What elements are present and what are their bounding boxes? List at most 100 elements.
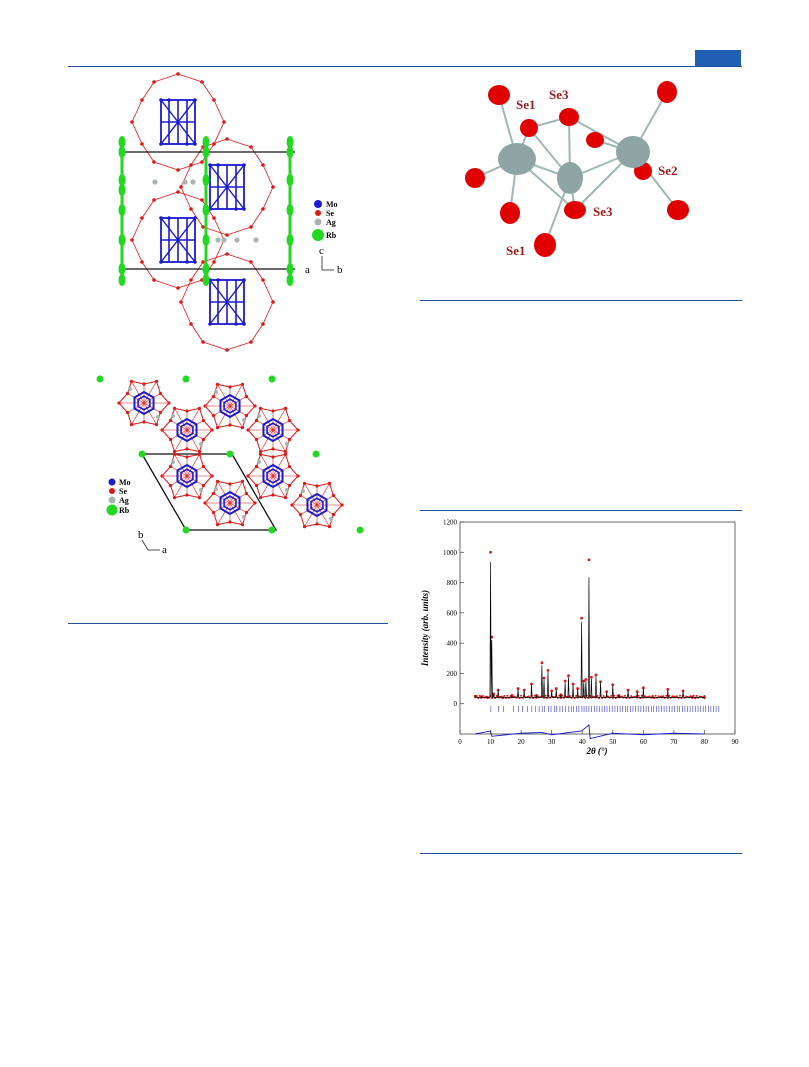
observed-point [527,695,530,698]
observed-peak-point [651,695,654,699]
ag-atom [234,237,240,243]
observed-point [634,695,637,698]
rb-atom [118,174,126,186]
se-atom [176,72,180,76]
se-atom [296,428,300,432]
caption-rule-right-2 [420,510,742,511]
se-atom [271,409,275,413]
se-atom [142,420,146,424]
se-atom [331,512,336,517]
hexagonal-clusters [117,379,344,529]
ag-atom [242,418,246,422]
se-atom [168,418,173,423]
se-atom [488,85,510,105]
observed-peak-point [530,682,533,686]
y-axis-label: Intensity (arb. units) [420,590,430,667]
se-atom [130,120,134,124]
rb-atom [118,204,126,216]
rb-atom [286,234,294,246]
mo-atom [167,216,171,220]
observed-peak-point [672,695,676,699]
observed-point [637,694,640,697]
se-atom [160,474,164,478]
ag-atom [221,237,227,243]
se-atom [261,322,265,326]
se-atom [168,437,173,442]
se-atom [125,391,130,396]
observed-point [495,695,498,698]
se-atom [327,525,332,529]
se-atom [254,437,259,442]
se-atom [667,200,689,220]
legend-ag-label: Ag [119,496,129,505]
rb-atom [286,263,294,275]
observed-peak-point [626,688,630,692]
rb-atom [118,263,126,275]
rb-atom [118,274,126,286]
se-atom [225,252,229,256]
label-se3-top: Se3 [549,87,569,102]
se-atom [152,198,156,202]
ag-atom [171,414,175,418]
mo-atom [193,260,197,264]
se-atom [302,525,307,529]
se-atom [249,225,253,229]
observed-point [596,694,599,697]
se-atom [657,81,677,103]
se-atom [201,418,206,423]
ag-atom [498,143,536,175]
se-atom [140,142,144,146]
observed-peak-point [635,690,639,693]
observed-peak-point [611,683,615,687]
rb-atom [182,526,190,534]
se-atom [185,455,189,459]
axis-label-c: c [319,245,324,257]
se-atom [189,322,193,326]
observed-peak-point [690,695,694,699]
se-atom [228,385,232,389]
se-atom [200,80,204,84]
rb-atom [96,375,104,383]
se-atom [212,216,216,220]
se-atom [246,428,250,432]
se-atom [287,418,292,423]
observed-peak-point [666,687,670,691]
observed-peak-point [496,688,500,692]
se-atom [185,409,189,413]
se-atom [201,260,205,264]
se-atom [586,132,604,148]
se-atom [200,160,204,164]
ag-atom [152,179,158,185]
difference-curve [475,724,705,740]
observed-peak-point [582,679,586,683]
ag-atom [242,515,246,519]
legend-se-marker [109,488,115,494]
x-tick-label: 0 [458,738,462,746]
rb-atom [202,136,210,148]
mo-atom [159,260,163,264]
se-atom [271,447,275,451]
se-atom [160,428,164,432]
se-atom [228,520,232,524]
se-atom [203,404,207,408]
se-atom [203,501,207,505]
se-atom [212,98,216,102]
se-atom [154,423,159,427]
se-atom [140,260,144,264]
x-tick-label: 10 [487,738,495,746]
se-atom [240,426,245,430]
y-tick-label: 1000 [443,549,458,557]
se-atom [117,401,121,405]
label-se1-bottom: Se1 [506,243,526,258]
se-atom [465,168,485,188]
observed-peak-point [567,674,570,678]
ag-atom [329,517,333,521]
se-atom [225,137,229,141]
se-atom [176,190,180,194]
se-atom [283,452,288,456]
se-atom [283,406,288,410]
se-atom [222,120,226,124]
se-atom [215,479,220,483]
observed-peak-point [587,558,591,562]
ag-atom [557,162,583,194]
